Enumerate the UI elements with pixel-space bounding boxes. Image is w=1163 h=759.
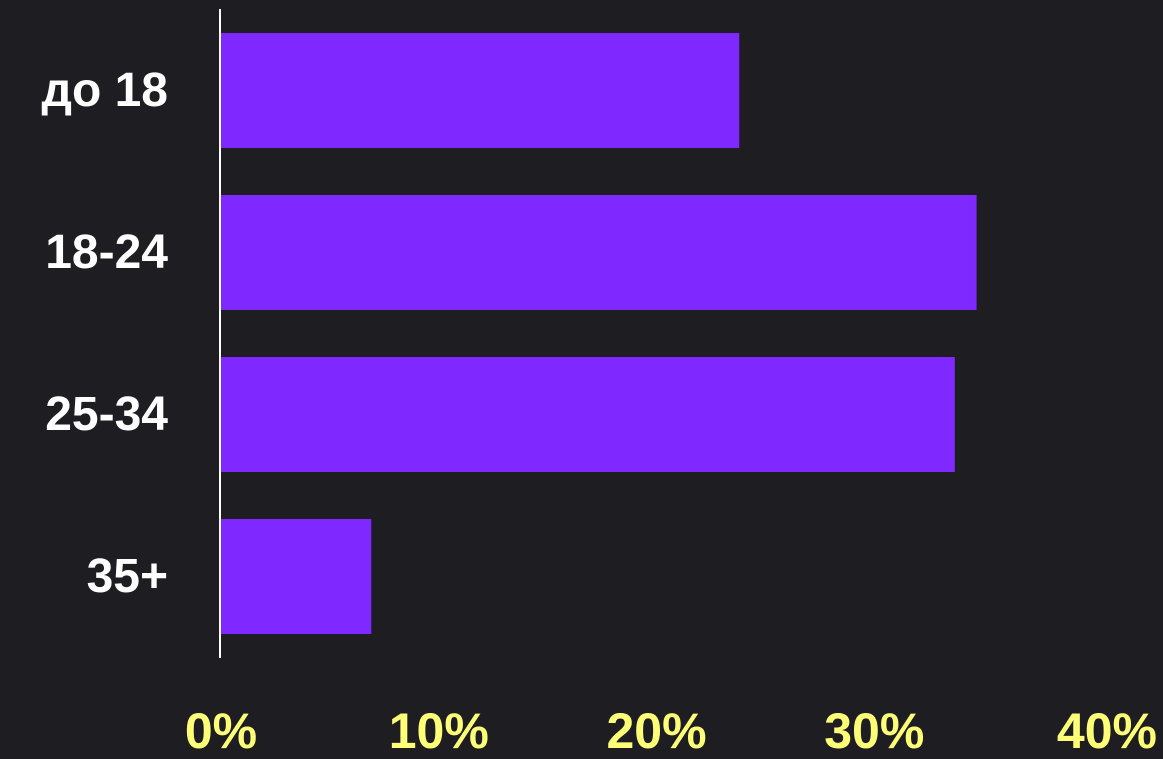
bar-18-24 (221, 195, 977, 310)
category-label: 25-34 (45, 388, 168, 441)
x-tick-label: 20% (606, 703, 706, 759)
category-label: до 18 (41, 64, 168, 117)
category-label: 18-24 (45, 226, 168, 279)
x-tick-label: 0% (185, 703, 257, 759)
x-tick-label: 10% (389, 703, 489, 759)
x-tick-labels: 0% 10% 20% 30% 40% (185, 703, 1157, 759)
bar-35+ (221, 519, 372, 634)
bar-до 18 (221, 33, 740, 148)
x-tick-label: 40% (1057, 703, 1157, 759)
category-labels: до 18 18-24 25-34 35+ (41, 64, 168, 603)
bars-layer (221, 33, 977, 634)
bar-25-34 (221, 357, 955, 472)
category-label: 35+ (87, 550, 168, 603)
x-tick-label: 30% (824, 703, 924, 759)
